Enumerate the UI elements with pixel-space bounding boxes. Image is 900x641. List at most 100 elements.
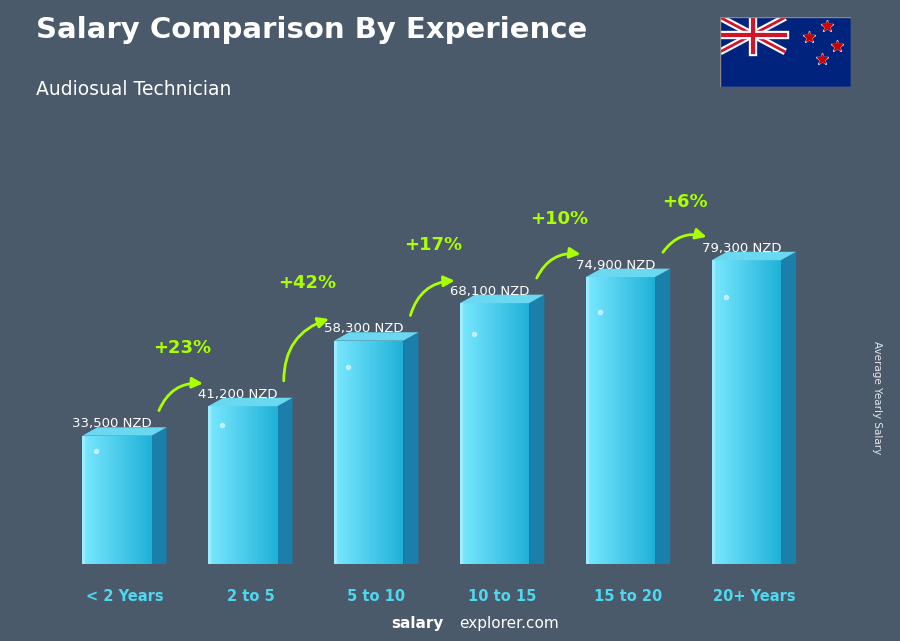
Bar [629,277,631,564]
Bar [601,277,603,564]
Bar [481,303,482,564]
Bar [520,303,522,564]
Bar [141,436,143,564]
Bar [232,406,234,564]
Text: Average Yearly Salary: Average Yearly Salary [872,341,883,454]
Text: 20+ Years: 20+ Years [713,588,796,604]
Bar [84,436,86,564]
Bar [117,436,119,564]
Bar [243,406,245,564]
Bar [364,340,365,564]
Bar [765,260,768,564]
Bar [610,277,612,564]
Polygon shape [403,332,418,564]
Bar [102,436,104,564]
Bar [390,340,392,564]
Bar [731,260,733,564]
Bar [462,303,464,564]
Text: salary: salary [392,617,444,631]
Bar [590,277,591,564]
Bar [624,277,625,564]
Bar [239,406,241,564]
Bar [226,406,228,564]
Bar [488,303,490,564]
Bar [143,436,145,564]
Text: 41,200 NZD: 41,200 NZD [198,388,277,401]
Bar [614,277,616,564]
Bar [479,303,481,564]
Bar [220,406,222,564]
Bar [586,277,588,564]
Bar [145,436,147,564]
Bar [748,260,750,564]
Bar [255,406,256,564]
Polygon shape [712,252,796,260]
Bar [388,340,390,564]
Bar [729,260,731,564]
Bar [643,277,644,564]
Bar [475,303,477,564]
Bar [722,260,724,564]
Bar [230,406,232,564]
Bar [772,260,774,564]
Bar [744,260,746,564]
Bar [345,340,346,564]
Bar [104,436,107,564]
Bar [134,436,136,564]
Bar [234,406,236,564]
Bar [341,340,343,564]
Bar [346,340,348,564]
Bar [224,406,226,564]
Bar [127,436,130,564]
Bar [374,340,376,564]
Bar [491,303,493,564]
Bar [382,340,384,564]
Bar [129,436,130,564]
Bar [634,277,636,564]
Bar [500,303,501,564]
Bar [641,277,644,564]
Bar [493,303,495,564]
Bar [503,303,505,564]
Bar [384,340,386,564]
Bar [238,406,239,564]
Bar [108,436,110,564]
Bar [776,260,778,564]
Text: 58,300 NZD: 58,300 NZD [324,322,403,335]
Bar [607,277,608,564]
Bar [251,406,253,564]
Bar [733,260,734,564]
Text: 79,300 NZD: 79,300 NZD [702,242,781,255]
Bar [373,340,374,564]
Bar [400,340,401,564]
Polygon shape [529,295,544,564]
Bar [94,436,96,564]
Bar [757,260,759,564]
Bar [386,340,388,564]
Bar [247,406,248,564]
Bar [98,436,100,564]
Bar [271,406,273,564]
Bar [338,340,339,564]
Bar [377,340,379,564]
Bar [149,436,152,564]
Bar [633,277,634,564]
Bar [369,340,371,564]
Bar [755,260,757,564]
Bar [760,260,762,564]
Bar [631,277,633,564]
Bar [767,260,769,564]
Bar [132,436,134,564]
Bar [740,260,742,564]
Bar [262,406,264,564]
Bar [648,277,650,564]
Bar [746,260,748,564]
Text: 10 to 15: 10 to 15 [468,588,536,604]
Bar [514,303,516,564]
Bar [617,277,619,564]
Bar [217,406,219,564]
Bar [215,406,217,564]
Polygon shape [655,269,670,564]
Bar [627,277,629,564]
Bar [395,340,397,564]
